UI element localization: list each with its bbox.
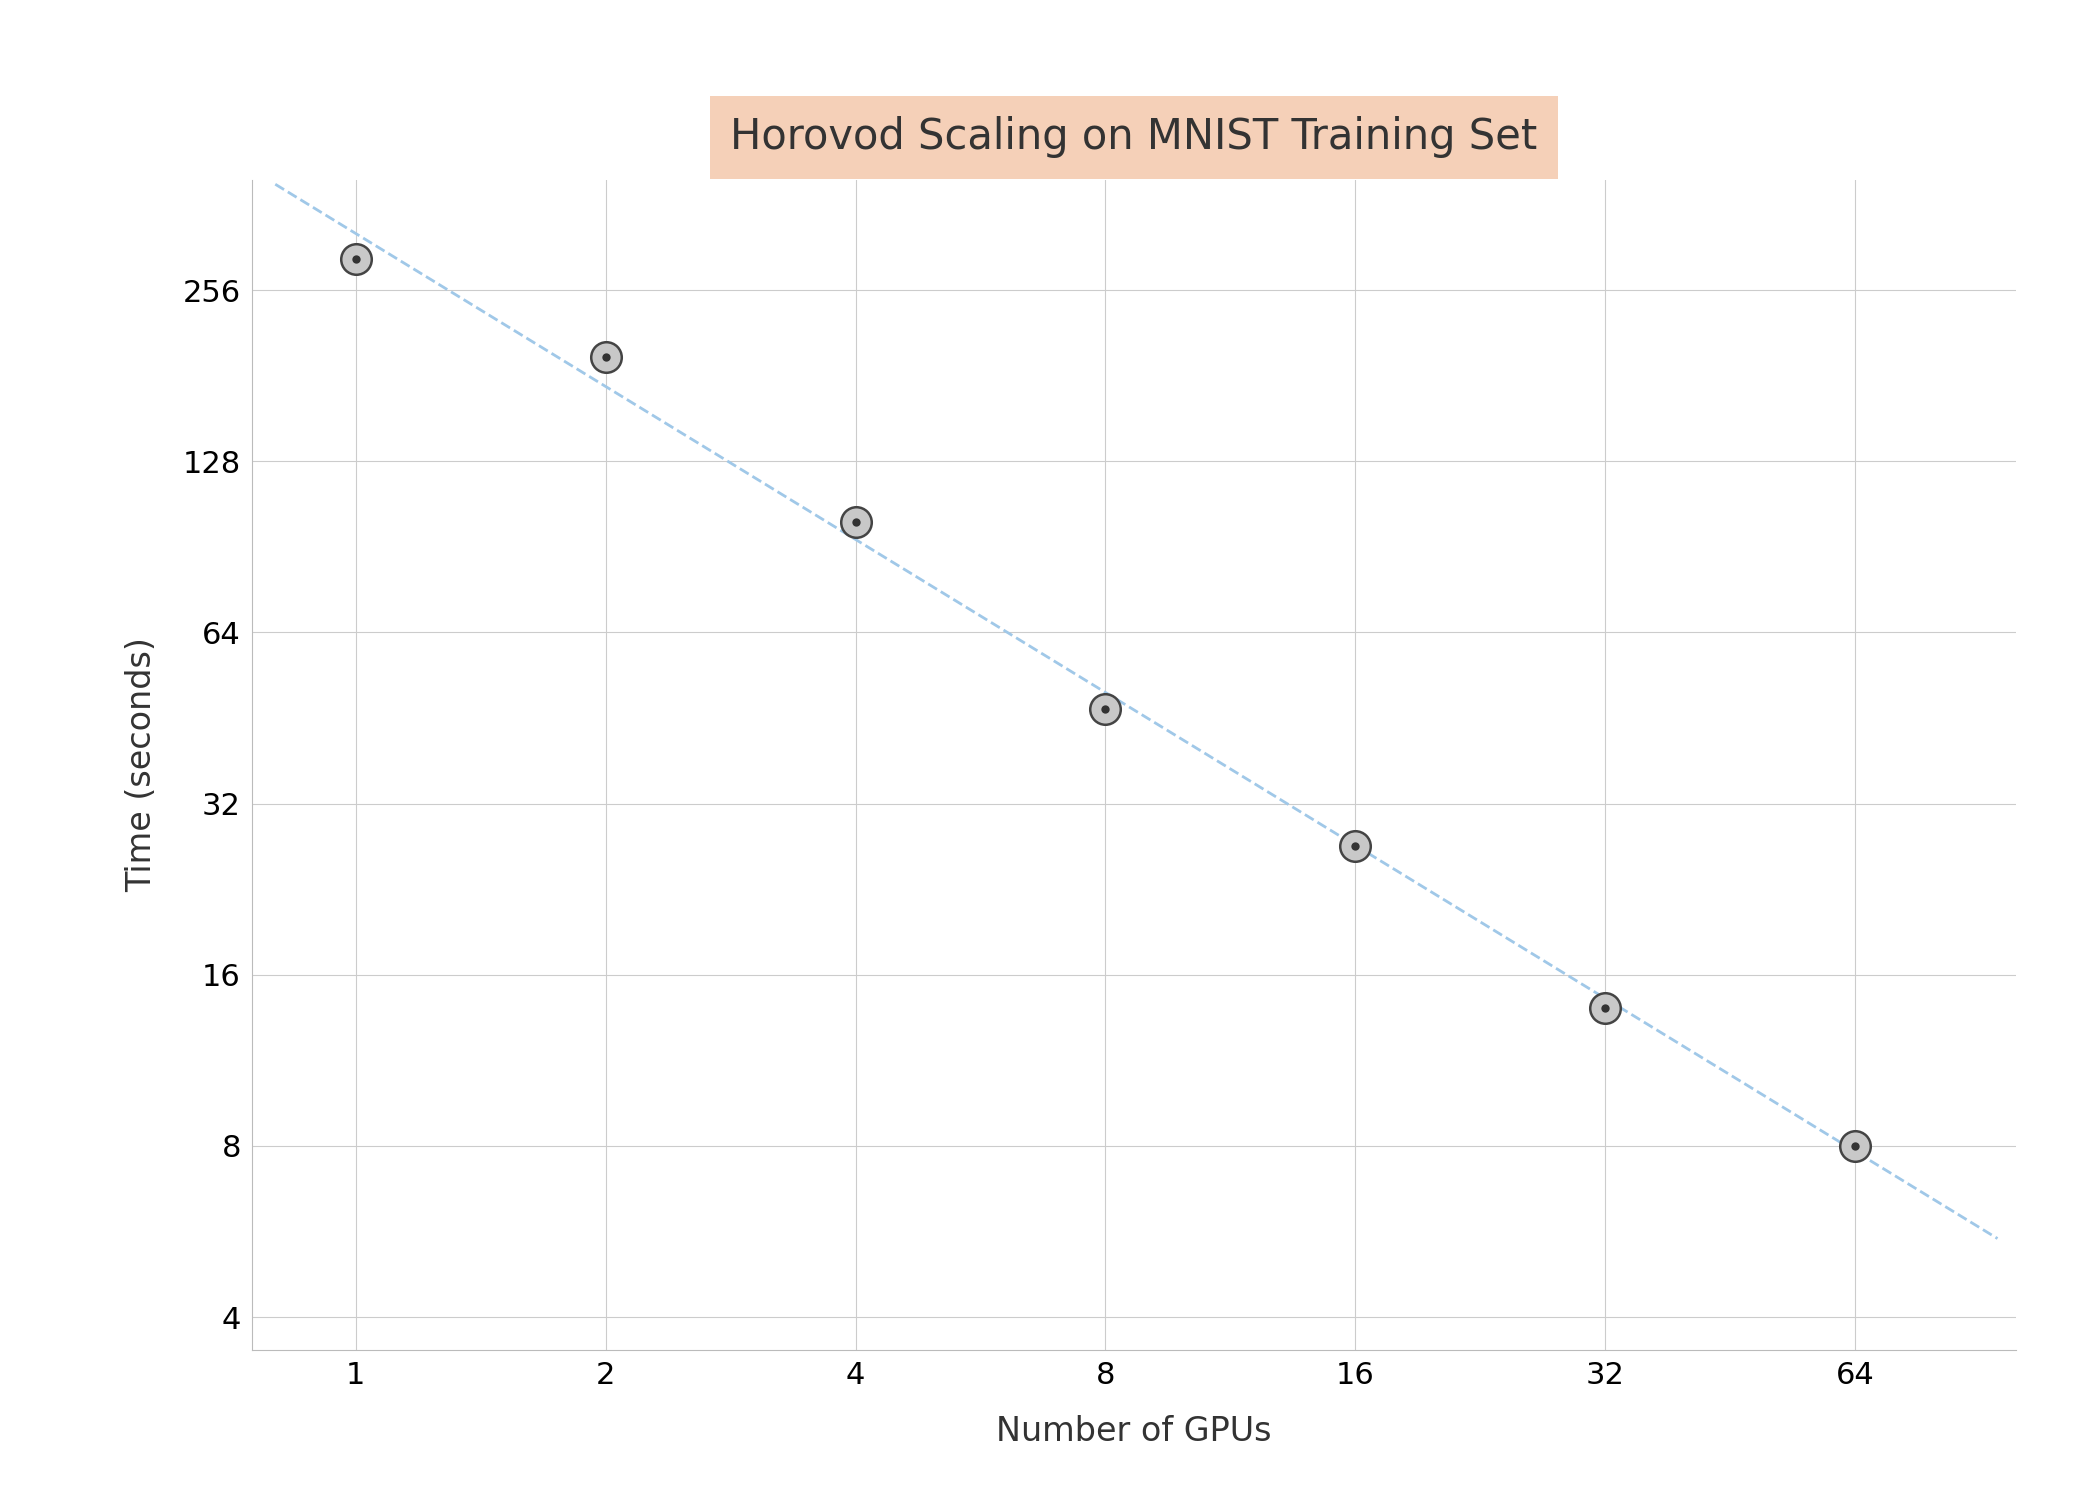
Point bbox=[588, 345, 622, 369]
Point bbox=[1588, 996, 1621, 1020]
Point bbox=[838, 510, 872, 534]
Point bbox=[1338, 834, 1371, 858]
Point bbox=[1588, 996, 1621, 1020]
Point bbox=[1088, 696, 1121, 720]
Point bbox=[1838, 1134, 1871, 1158]
X-axis label: Number of GPUs: Number of GPUs bbox=[995, 1414, 1273, 1448]
Point bbox=[588, 345, 622, 369]
Point bbox=[1088, 696, 1121, 720]
Point bbox=[1338, 834, 1371, 858]
Point bbox=[1838, 1134, 1871, 1158]
Y-axis label: Time (seconds): Time (seconds) bbox=[124, 638, 158, 892]
Point bbox=[838, 510, 872, 534]
Point bbox=[338, 248, 372, 272]
Title: Horovod Scaling on MNIST Training Set: Horovod Scaling on MNIST Training Set bbox=[731, 117, 1537, 159]
Point bbox=[338, 248, 372, 272]
